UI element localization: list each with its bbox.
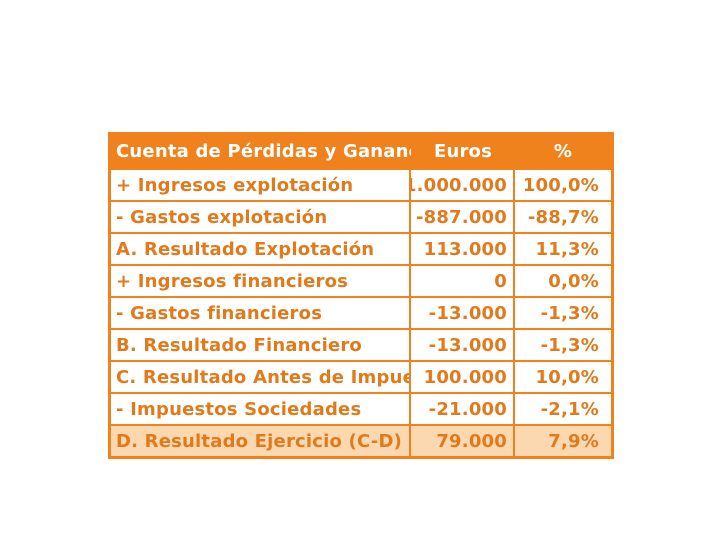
header-euros: Euros (433, 141, 493, 162)
row-euros: -13.000 (411, 298, 515, 328)
row-euros: 0 (411, 266, 515, 296)
row-percent: 0,0% (548, 270, 599, 292)
row-label: B. Resultado Financiero (111, 330, 411, 360)
table-header: Cuenta de Pérdidas y Ganancias Euros % (111, 135, 611, 168)
table-row: A. Resultado Explotación 113.000 11,3% (111, 232, 611, 264)
row-percent: -88,7% (527, 206, 599, 228)
row-label: A. Resultado Explotación (111, 234, 411, 264)
table-row: + Ingresos explotación 1.000.000 100,0% (111, 168, 611, 200)
header-percent: % (553, 141, 573, 162)
row-label: - Impuestos Sociedades (111, 394, 411, 424)
total-label: D. Resultado Ejercicio (C-D) (111, 426, 411, 456)
total-euros: 79.000 (411, 426, 515, 456)
row-euros: -21.000 (411, 394, 515, 424)
table-row: - Impuestos Sociedades -21.000 -2,1% (111, 392, 611, 424)
row-euros: 113.000 (411, 234, 515, 264)
table-row: + Ingresos financieros 0 0,0% (111, 264, 611, 296)
row-euros: 1.000.000 (411, 170, 515, 200)
header-label: Cuenta de Pérdidas y Ganancias (116, 141, 411, 162)
total-percent: 7,9% (548, 430, 599, 452)
row-percent: -2,1% (540, 398, 599, 420)
table-row: C. Resultado Antes de Impuestos (A+B) 10… (111, 360, 611, 392)
row-euros: -887.000 (411, 202, 515, 232)
table-row: - Gastos explotación -887.000 -88,7% (111, 200, 611, 232)
row-euros: -13.000 (411, 330, 515, 360)
row-euros: 100.000 (411, 362, 515, 392)
table-row: - Gastos financieros -13.000 -1,3% (111, 296, 611, 328)
row-label: C. Resultado Antes de Impuestos (A+B) (111, 362, 411, 392)
profit-loss-table: Cuenta de Pérdidas y Ganancias Euros % +… (108, 132, 614, 459)
row-label: + Ingresos explotación (111, 170, 411, 200)
table-row: B. Resultado Financiero -13.000 -1,3% (111, 328, 611, 360)
row-percent: -1,3% (540, 334, 599, 356)
total-row: D. Resultado Ejercicio (C-D) 79.000 7,9% (111, 424, 611, 456)
row-label: + Ingresos financieros (111, 266, 411, 296)
row-percent: 10,0% (535, 366, 599, 388)
row-label: - Gastos financieros (111, 298, 411, 328)
row-percent: -1,3% (540, 302, 599, 324)
row-percent: 100,0% (522, 174, 599, 196)
row-label: - Gastos explotación (111, 202, 411, 232)
row-percent: 11,3% (535, 238, 599, 260)
